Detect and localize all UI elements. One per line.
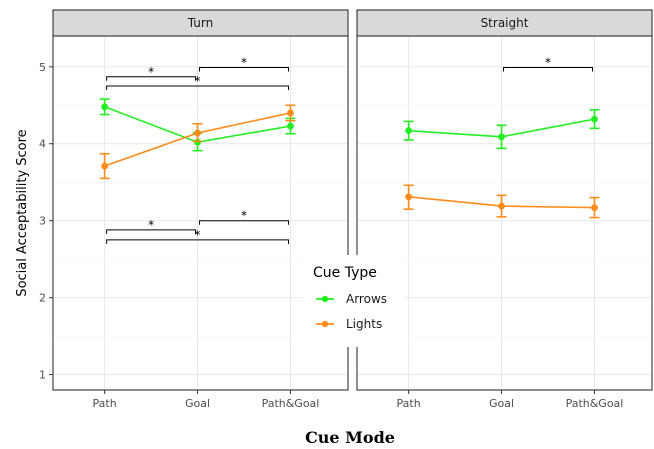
significance-star: * <box>545 56 551 70</box>
significance-bracket: * <box>106 74 289 91</box>
legend-key-point <box>321 295 329 303</box>
x-tick-label: Goal <box>489 397 514 410</box>
y-tick-label: 4 <box>39 138 46 151</box>
significance-star: * <box>195 228 201 242</box>
strip-label-turn: Turn <box>187 16 213 30</box>
strip-label-straight: Straight <box>481 16 529 30</box>
data-point-lights <box>498 202 505 210</box>
x-tick-label: Path <box>93 397 117 410</box>
significance-bracket: * <box>106 228 289 244</box>
legend-key-point <box>321 320 329 328</box>
significance-bracket: * <box>106 65 197 81</box>
data-point-arrows <box>405 127 413 135</box>
y-tick-label: 5 <box>39 61 46 74</box>
strip-straight <box>356 9 653 37</box>
x-tick-label: Path&Goal <box>566 397 624 410</box>
strip-labels: Turn Straight <box>52 9 653 37</box>
significance-star: * <box>241 209 247 223</box>
chart-background <box>53 36 652 390</box>
significance-bracket: * <box>199 209 289 225</box>
significance-brackets: * * * * * * * <box>106 56 593 244</box>
data-point-lights <box>591 204 598 212</box>
x-tick-label: Goal <box>185 397 210 410</box>
bracket-line <box>106 229 197 234</box>
data-point-arrows <box>287 122 294 130</box>
legend-key-arrows <box>316 295 334 303</box>
series-lights-turn <box>99 104 296 180</box>
bracket-line <box>199 220 289 225</box>
series-lights-straight <box>403 184 600 219</box>
significance-star: * <box>148 218 154 232</box>
x-tick-label: Path <box>397 397 421 410</box>
data-point-lights <box>287 109 294 117</box>
significance-star: * <box>148 65 154 79</box>
legend-title: Cue Type <box>313 265 377 281</box>
data-point-lights <box>194 129 201 137</box>
legend: Cue Type Arrows Lights <box>302 255 404 347</box>
data-series <box>99 98 600 219</box>
panel-background-straight <box>357 36 652 390</box>
significance-star: * <box>195 74 201 88</box>
significance-bracket: * <box>106 218 197 234</box>
series-arrows-straight <box>403 109 600 150</box>
bracket-line <box>106 239 289 244</box>
x-tick-label: Path&Goal <box>262 397 320 410</box>
legend-key-lights <box>316 320 334 328</box>
y-axis-title: Social Acceptability Score <box>15 129 30 296</box>
legend-background <box>302 255 404 347</box>
strip-turn <box>52 9 349 37</box>
y-tick-label: 3 <box>39 215 46 228</box>
bracket-line <box>199 67 289 72</box>
bracket-line <box>106 76 197 81</box>
y-tick-label: 2 <box>39 292 46 305</box>
bracket-line <box>106 85 289 91</box>
data-point-arrows <box>591 115 598 123</box>
legend-label-lights: Lights <box>346 317 382 331</box>
y-tick-label: 1 <box>39 369 46 382</box>
panel-background-turn <box>53 36 348 390</box>
significance-star: * <box>241 56 247 70</box>
bracket-line <box>503 67 593 72</box>
data-point-arrows <box>498 133 505 141</box>
data-point-lights <box>405 193 413 201</box>
axes: Path Goal Path&Goal Path Goal Path&Goal 1 2 3 4 5 <box>39 61 623 410</box>
data-point-lights <box>101 162 109 170</box>
legend-label-arrows: Arrows <box>346 292 387 306</box>
x-axis-title: Cue Mode <box>305 428 395 447</box>
significance-bracket: * <box>199 56 289 72</box>
data-point-arrows <box>101 103 109 111</box>
significance-bracket: * <box>503 56 593 72</box>
